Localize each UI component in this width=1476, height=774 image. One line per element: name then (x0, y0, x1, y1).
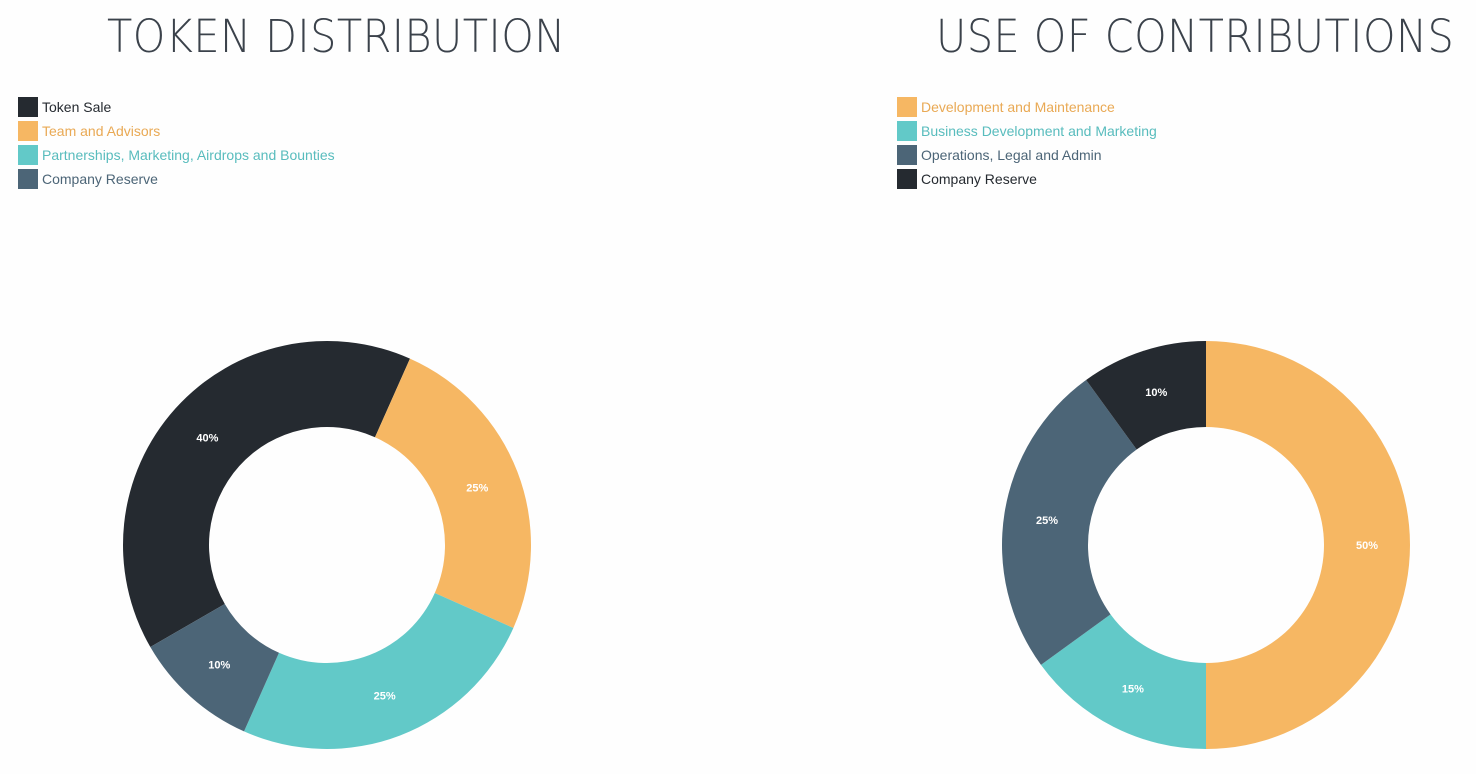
legend-item[interactable]: Company Reserve (18, 167, 335, 191)
token-distribution-legend: Token Sale Team and Advisors Partnerships,… (18, 95, 335, 191)
donut-slice[interactable] (1002, 379, 1137, 665)
token-distribution-title: TOKEN DISTRIBUTION (107, 10, 566, 63)
donut-slice[interactable] (150, 604, 280, 732)
legend-item[interactable]: Team and Advisors (18, 119, 335, 143)
donut-slice[interactable] (1206, 341, 1410, 749)
legend-swatch (897, 121, 917, 141)
legend-label: Token Sale (42, 99, 112, 115)
slice-data-label: 10% (208, 660, 230, 672)
legend-item[interactable]: Partnerships, Marketing, Airdrops and Bo… (18, 143, 335, 167)
slice-data-label: 25% (466, 482, 488, 494)
legend-label: Operations, Legal and Admin (921, 147, 1102, 163)
legend-label: Business Development and Marketing (921, 123, 1157, 139)
legend-swatch (18, 169, 38, 189)
legend-item[interactable]: Operations, Legal and Admin (897, 143, 1157, 167)
donut-slice[interactable] (1086, 341, 1206, 450)
slice-data-label: 15% (1122, 683, 1144, 695)
legend-label: Development and Maintenance (921, 99, 1115, 115)
donut-slice[interactable] (123, 341, 410, 647)
legend-item[interactable]: Business Development and Marketing (897, 119, 1157, 143)
slice-data-label: 25% (1036, 515, 1058, 527)
legend-swatch (897, 97, 917, 117)
legend-label: Company Reserve (921, 171, 1037, 187)
slice-data-label: 10% (1145, 387, 1167, 399)
legend-swatch (18, 121, 38, 141)
use-of-contributions-title: USE OF CONTRIBUTIONS (935, 10, 1454, 63)
legend-swatch (897, 145, 917, 165)
donut-slice[interactable] (374, 358, 532, 628)
legend-swatch (18, 145, 38, 165)
legend-label: Company Reserve (42, 171, 158, 187)
slice-data-label: 25% (374, 690, 396, 702)
slice-data-label: 50% (1356, 540, 1378, 552)
legend-label: Partnerships, Marketing, Airdrops and Bo… (42, 147, 335, 163)
donut-slice[interactable] (1040, 614, 1206, 749)
legend-item[interactable]: Development and Maintenance (897, 95, 1157, 119)
legend-swatch (897, 169, 917, 189)
use-of-contributions-legend: Development and Maintenance Business Deve… (897, 95, 1157, 191)
slice-data-label: 40% (196, 432, 218, 444)
donut-slice[interactable] (244, 592, 514, 750)
legend-item[interactable]: Company Reserve (897, 167, 1157, 191)
legend-swatch (18, 97, 38, 117)
legend-label: Team and Advisors (42, 123, 161, 139)
legend-item[interactable]: Token Sale (18, 95, 335, 119)
